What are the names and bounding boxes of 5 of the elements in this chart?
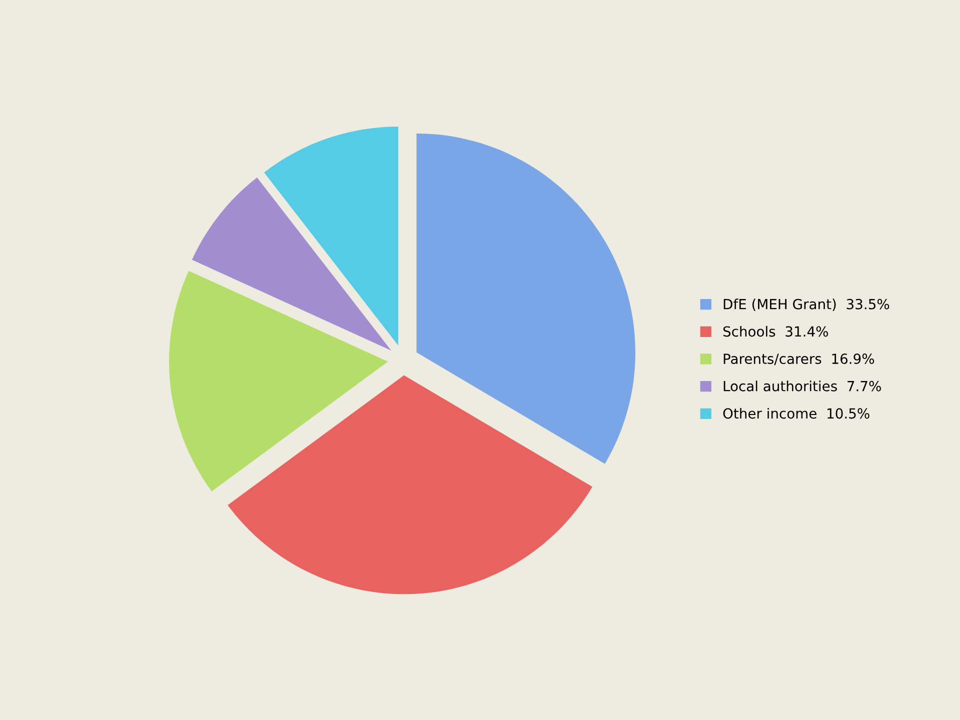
legend-label: Schools 31.4% <box>723 326 828 337</box>
legend-label: Parents/carers 16.9% <box>724 354 874 366</box>
legend-label: Other income 10.5% <box>723 408 870 419</box>
legend-label: Local authorities 7.7% <box>724 380 881 392</box>
legend-label: DfE (MEH Grant) 33.5% <box>724 298 890 312</box>
